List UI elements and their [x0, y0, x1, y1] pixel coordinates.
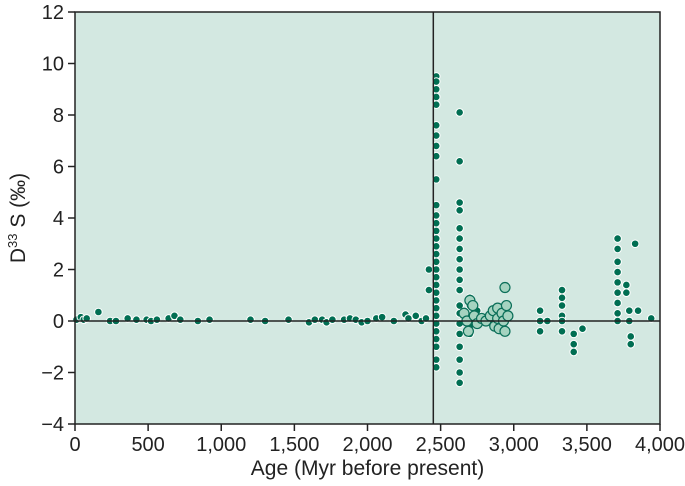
x-tick-label: 2,500 — [416, 434, 466, 456]
y-tick-label: 6 — [53, 157, 64, 179]
large-data-point — [499, 281, 511, 294]
x-tick-label: 3,000 — [489, 434, 539, 456]
data-point — [569, 347, 579, 357]
data-point — [455, 157, 464, 166]
data-point — [455, 329, 464, 339]
data-point — [624, 306, 634, 316]
x-tick-label: 3,500 — [562, 434, 612, 456]
y-tick-label: 8 — [53, 105, 64, 127]
y-tick-label: −4 — [41, 414, 64, 436]
data-point — [431, 151, 441, 161]
x-tick-label: 1,500 — [269, 434, 319, 456]
data-point — [431, 121, 441, 130]
x-axis-title: Age (Myr before present) — [251, 457, 484, 480]
data-point — [455, 265, 464, 274]
data-point — [431, 100, 441, 109]
data-point — [455, 254, 464, 264]
data-point — [569, 339, 579, 349]
data-point — [411, 311, 421, 321]
plot-area — [75, 12, 660, 424]
data-point — [424, 285, 434, 295]
data-point — [94, 307, 103, 317]
data-point — [557, 301, 567, 310]
x-tick-label: 500 — [131, 434, 164, 456]
y-axis-title-suffix: S (‰) — [7, 173, 30, 234]
data-point — [630, 239, 640, 249]
large-data-point — [499, 325, 511, 337]
data-point — [613, 234, 622, 243]
data-point — [557, 285, 567, 295]
data-point — [455, 108, 464, 117]
data-point — [170, 311, 179, 321]
y-axis-ticks: −4 −2 0 2 4 6 8 10 12 — [41, 2, 75, 436]
y-axis-title: D33 S (‰) — [5, 173, 30, 263]
data-point — [455, 378, 464, 388]
data-point — [578, 324, 587, 334]
data-point — [613, 298, 622, 308]
data-point — [557, 293, 567, 303]
data-point — [431, 200, 441, 210]
data-point — [455, 355, 464, 364]
data-point — [377, 312, 387, 322]
data-point — [455, 285, 464, 295]
data-point — [431, 363, 441, 372]
data-point — [205, 315, 214, 325]
large-data-point — [467, 299, 479, 312]
data-point — [535, 327, 545, 336]
x-tick-label: 0 — [69, 434, 80, 456]
y-tick-label: 10 — [42, 54, 64, 76]
y-axis-title-prefix: D — [7, 248, 30, 263]
data-point — [455, 244, 464, 254]
data-point — [455, 368, 464, 377]
data-point — [622, 288, 631, 297]
data-point — [455, 224, 464, 233]
large-data-point — [462, 325, 475, 337]
data-point — [431, 342, 441, 352]
data-point — [284, 315, 293, 325]
data-point — [455, 342, 464, 352]
data-point — [535, 306, 545, 316]
data-point — [431, 131, 441, 140]
data-point — [613, 288, 622, 297]
data-point — [622, 280, 631, 290]
y-tick-label: 2 — [53, 260, 64, 282]
x-tick-label: 4,000 — [635, 434, 685, 456]
x-axis-ticks: 0 500 1,000 1,500 2,000 2,500 3,000 3,500 4,000 — [69, 424, 685, 456]
data-point — [557, 327, 567, 336]
data-point — [613, 267, 622, 277]
data-point — [246, 315, 255, 325]
data-point — [328, 315, 337, 325]
data-point — [431, 175, 441, 184]
x-tick-label: 1,000 — [196, 434, 246, 456]
y-tick-label: 4 — [53, 208, 64, 230]
large-data-point — [500, 299, 513, 312]
data-point — [455, 198, 464, 207]
data-point — [455, 234, 464, 243]
y-axis-title-superscript: 33 — [5, 234, 20, 248]
data-point — [455, 205, 464, 215]
data-point — [310, 315, 320, 325]
data-point — [613, 244, 622, 254]
y-tick-label: −2 — [41, 363, 64, 385]
data-point — [633, 306, 643, 316]
data-point — [626, 339, 636, 349]
data-point — [613, 257, 622, 267]
data-point — [569, 329, 579, 339]
data-point — [176, 315, 185, 325]
data-point — [132, 315, 141, 325]
data-point — [455, 275, 464, 285]
large-data-point — [502, 310, 514, 322]
data-point — [431, 141, 441, 151]
data-point — [152, 315, 162, 325]
data-point — [626, 332, 636, 341]
data-point — [424, 265, 434, 274]
data-point — [613, 278, 622, 287]
x-tick-label: 2,000 — [342, 434, 392, 456]
y-tick-label: 0 — [53, 311, 64, 333]
y-tick-label: 12 — [42, 2, 64, 24]
data-point — [613, 308, 622, 318]
